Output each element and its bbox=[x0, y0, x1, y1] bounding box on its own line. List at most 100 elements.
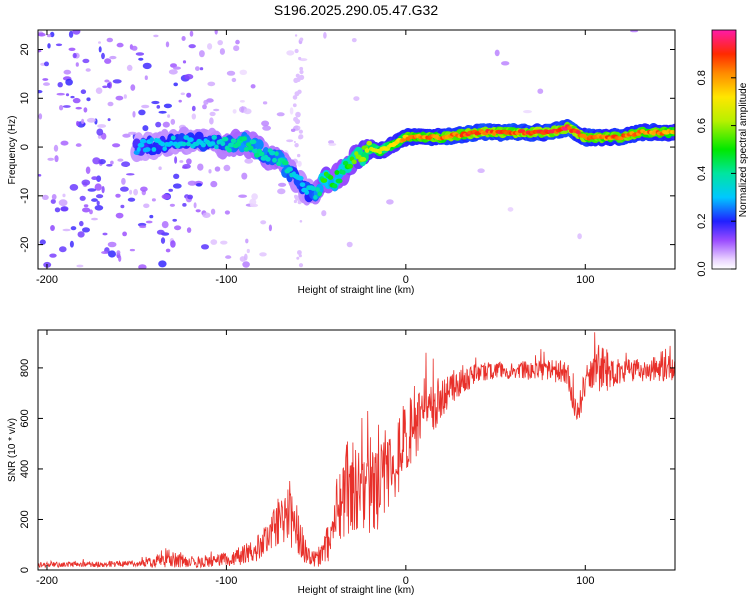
y-tick-label: 0 bbox=[19, 144, 31, 150]
heatmap-cell bbox=[294, 143, 299, 148]
heatmap-cell bbox=[630, 30, 639, 33]
heatmap-cell bbox=[359, 156, 367, 162]
heatmap-cell bbox=[83, 107, 88, 113]
heatmap-cell bbox=[69, 240, 74, 248]
heatmap-cell bbox=[62, 193, 66, 198]
heatmap-cell bbox=[186, 92, 192, 98]
heatmap-cell bbox=[217, 40, 223, 46]
heatmap-cell bbox=[241, 172, 248, 180]
heatmap-cell bbox=[199, 67, 204, 71]
heatmap-cell bbox=[80, 89, 87, 94]
spectrogram-frame bbox=[37, 29, 676, 270]
heatmap-cell bbox=[224, 210, 230, 215]
heatmap-cell bbox=[101, 52, 105, 60]
heatmap-cell bbox=[122, 133, 131, 138]
heatmap-cell bbox=[567, 126, 572, 130]
heatmap-cell bbox=[107, 118, 111, 122]
heatmap-cell bbox=[351, 159, 357, 165]
colorbar-tick-label: 0.8 bbox=[696, 70, 708, 85]
heatmap-cell bbox=[149, 214, 154, 219]
heatmap-cell bbox=[189, 30, 194, 37]
heatmap-cell bbox=[185, 141, 191, 147]
y-tick-label: -20 bbox=[19, 237, 31, 253]
heatmap-cell bbox=[115, 212, 124, 219]
heatmap-cell bbox=[202, 212, 211, 218]
heatmap-cell bbox=[115, 95, 124, 101]
heatmap-cell bbox=[138, 264, 147, 269]
heatmap-cell bbox=[242, 261, 250, 268]
heatmap-cell bbox=[182, 164, 191, 169]
heatmap-cell bbox=[168, 141, 174, 146]
heatmap-cell bbox=[51, 194, 57, 200]
heatmap-cell bbox=[293, 141, 296, 143]
heatmap-cell bbox=[156, 105, 161, 109]
heatmap-cell bbox=[56, 92, 65, 96]
heatmap-cell bbox=[208, 141, 216, 147]
heatmap-cell bbox=[112, 79, 122, 84]
heatmap-cell bbox=[278, 182, 287, 187]
heatmap-cell bbox=[276, 161, 282, 167]
heatmap-cell bbox=[575, 130, 581, 135]
heatmap-cell bbox=[42, 194, 49, 200]
heatmap-cell bbox=[82, 58, 90, 64]
x-tick-label: 100 bbox=[576, 274, 594, 286]
heatmap-cell bbox=[223, 164, 231, 172]
heatmap-cell bbox=[170, 135, 176, 141]
heatmap-cell bbox=[77, 231, 85, 238]
heatmap-cell bbox=[136, 147, 141, 152]
heatmap-cell bbox=[281, 160, 289, 166]
colorbar-tick-label: 0.0 bbox=[696, 261, 708, 276]
heatmap-cell bbox=[76, 264, 84, 268]
heatmap-cell bbox=[209, 111, 216, 117]
heatmap-cell bbox=[241, 136, 247, 142]
heatmap-cell bbox=[292, 95, 298, 100]
heatmap-cell bbox=[135, 52, 145, 56]
heatmap-cell bbox=[139, 225, 147, 229]
heatmap-cell bbox=[96, 194, 104, 199]
heatmap-cell bbox=[537, 88, 544, 94]
heatmap-cell bbox=[76, 120, 80, 127]
heatmap-cell bbox=[235, 39, 240, 45]
heatmap-cell bbox=[126, 64, 133, 71]
heatmap-cell bbox=[82, 207, 91, 213]
heatmap-cell bbox=[294, 196, 297, 199]
heatmap-cell bbox=[55, 43, 63, 47]
heatmap-cell bbox=[72, 30, 81, 35]
heatmap-cell bbox=[160, 141, 165, 147]
heatmap-cell bbox=[173, 82, 178, 87]
y-tick-label: 400 bbox=[19, 460, 31, 478]
heatmap-cell bbox=[38, 113, 43, 120]
x-tick-label: -100 bbox=[215, 575, 237, 587]
heatmap-cell bbox=[118, 255, 122, 262]
heatmap-cell bbox=[140, 186, 148, 192]
heatmap-cell bbox=[54, 155, 59, 163]
x-tick-label: 0 bbox=[403, 274, 409, 286]
heatmap-cell bbox=[197, 163, 204, 171]
x-tick-label: -100 bbox=[215, 274, 237, 286]
heatmap-cell bbox=[181, 36, 186, 41]
heatmap-cell bbox=[577, 233, 582, 240]
bottom-y-ticks: 0 200 400 600 800 bbox=[19, 359, 675, 573]
heatmap-cell bbox=[85, 68, 91, 72]
x-tick-label: -200 bbox=[36, 274, 58, 286]
heatmap-cell bbox=[200, 142, 206, 148]
heatmap-cell bbox=[210, 208, 216, 215]
heatmap-cell bbox=[46, 34, 52, 38]
heatmap-cell bbox=[187, 180, 197, 186]
heatmap-cell bbox=[290, 128, 296, 132]
heatmap-cell bbox=[143, 203, 150, 209]
heatmap-cell bbox=[323, 32, 327, 39]
heatmap-cell bbox=[107, 241, 117, 248]
heatmap-cell bbox=[353, 96, 360, 101]
heatmap-cell bbox=[75, 143, 82, 147]
heatmap-cell bbox=[501, 61, 510, 66]
heatmap-cell bbox=[151, 198, 156, 202]
heatmap-cell bbox=[346, 163, 354, 169]
heatmap-cell bbox=[244, 158, 254, 164]
heatmap-cell bbox=[299, 220, 303, 223]
heatmap-cell bbox=[219, 48, 225, 55]
snr-frame bbox=[37, 329, 676, 571]
heatmap-cell bbox=[123, 94, 127, 99]
heatmap-cell bbox=[121, 161, 131, 167]
heatmap-cell bbox=[156, 229, 165, 235]
